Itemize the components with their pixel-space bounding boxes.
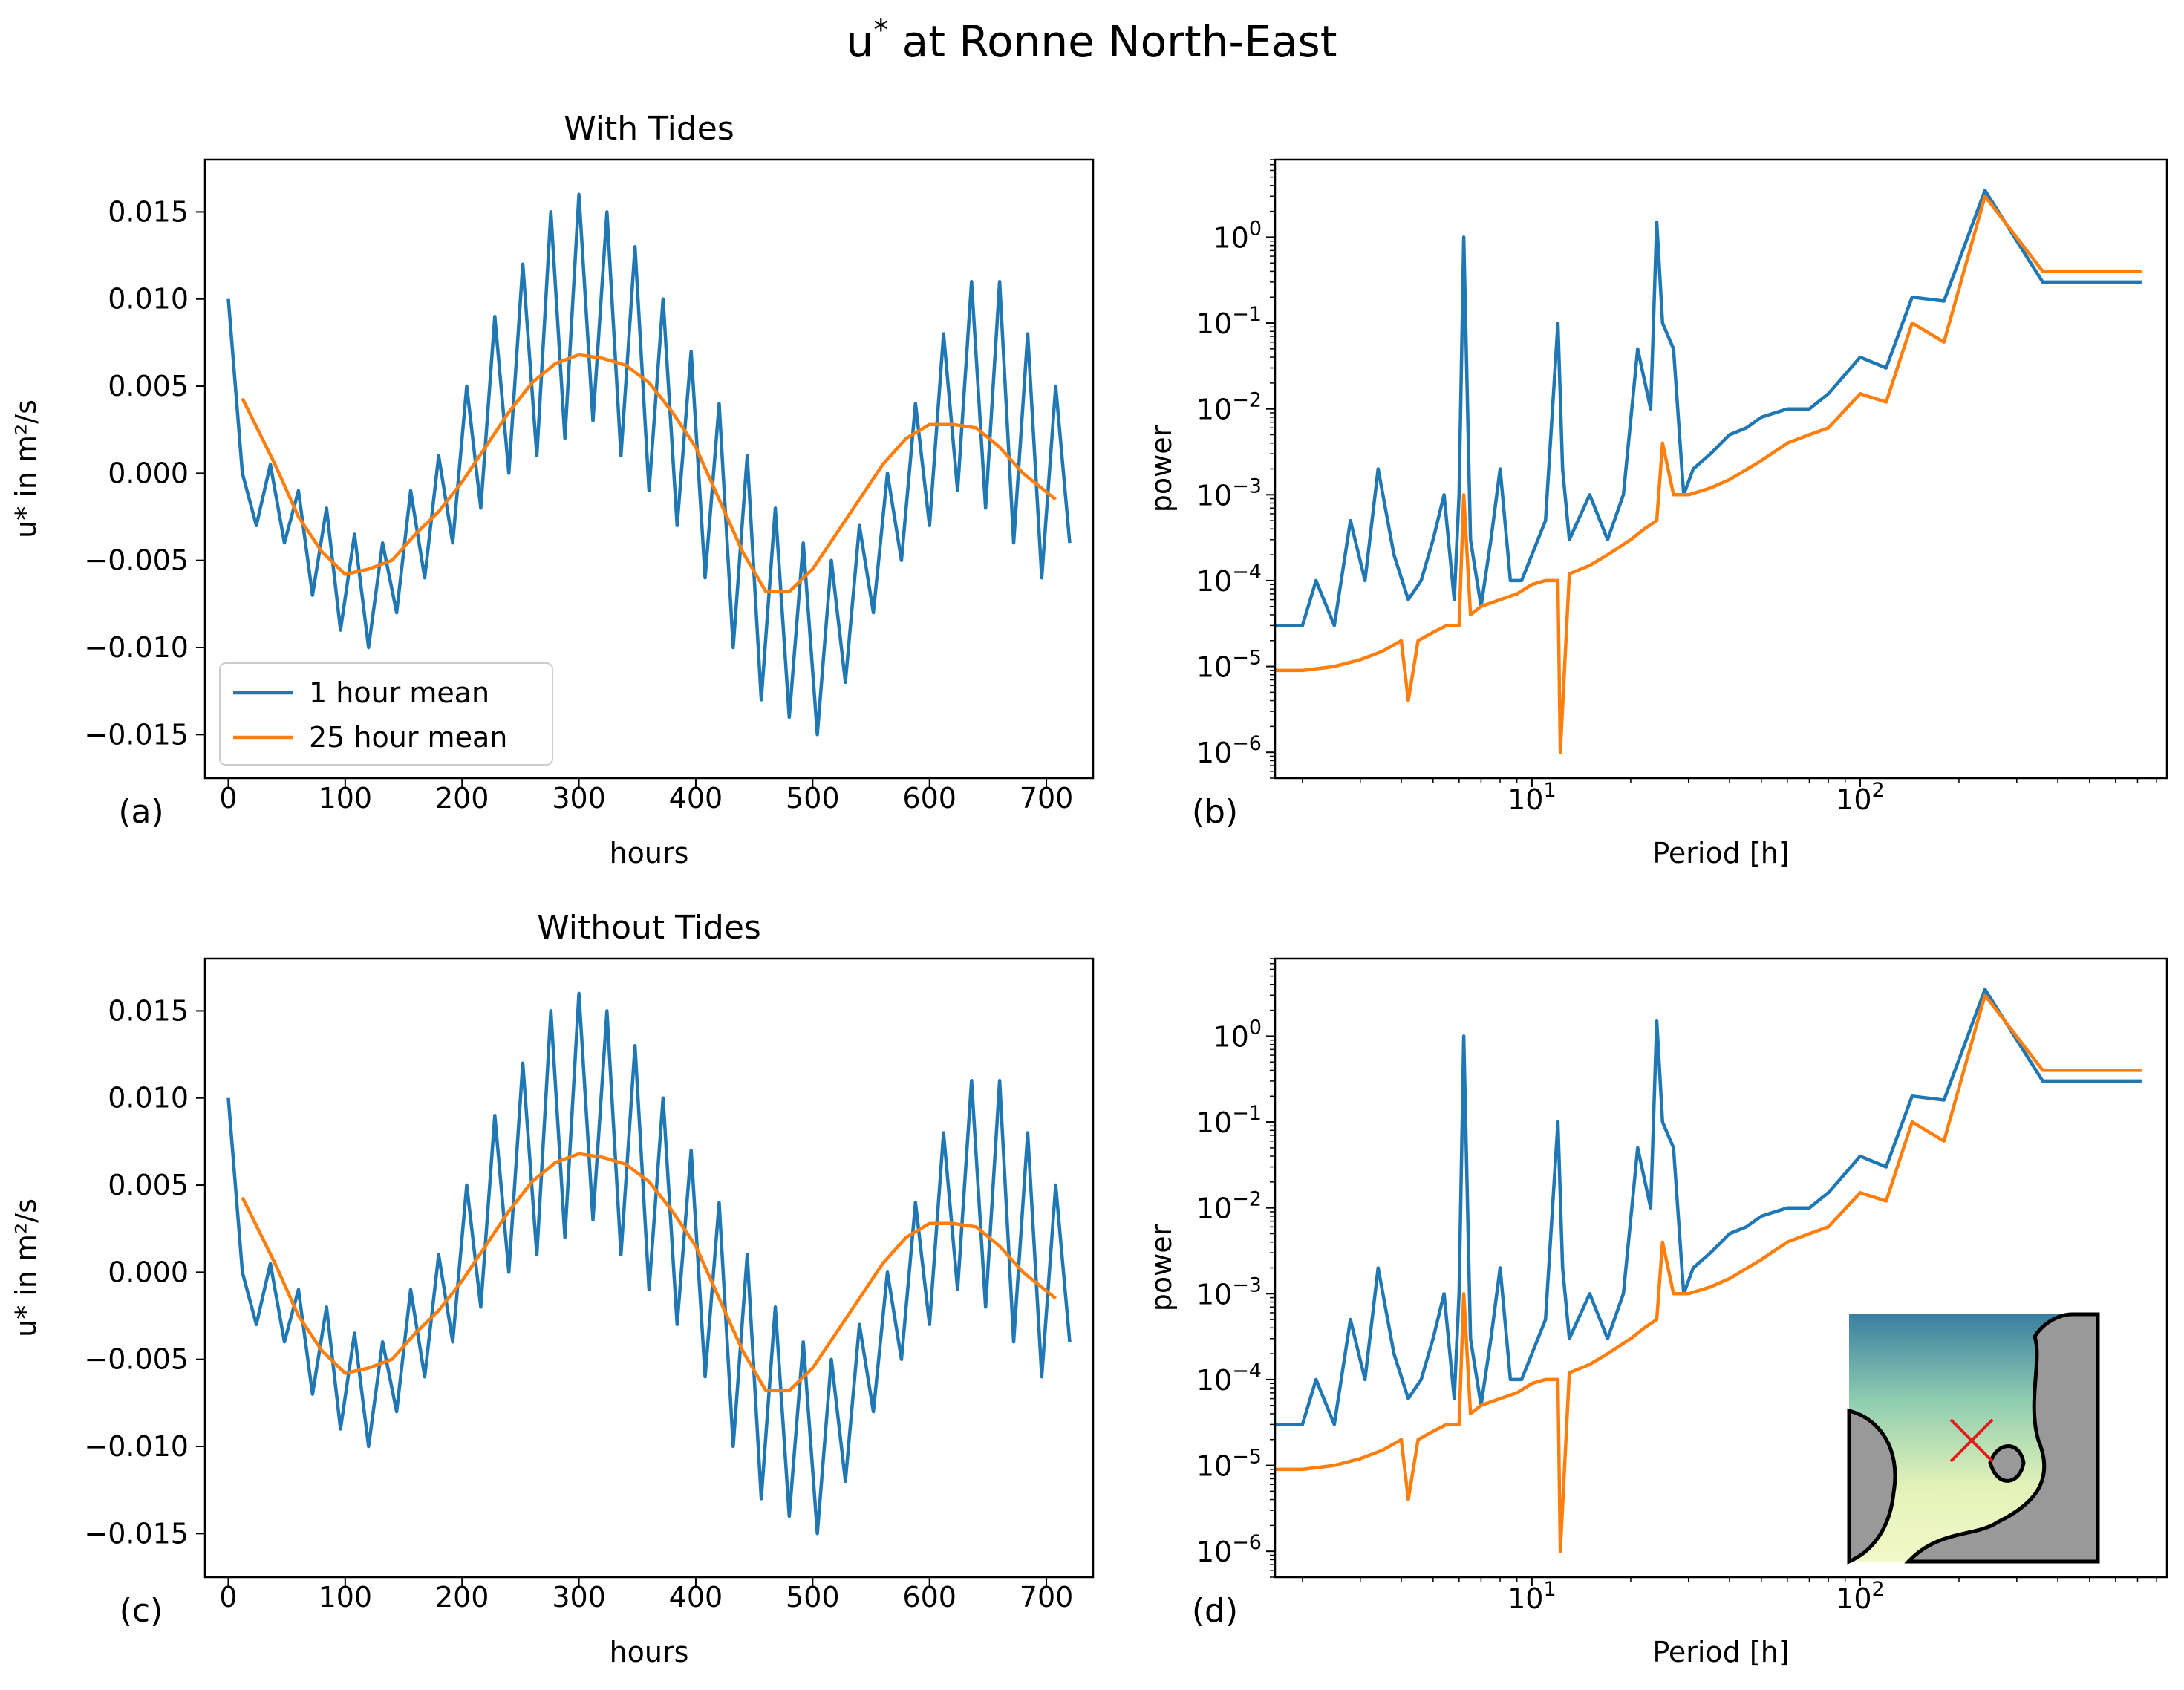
- y-tick-label: 0.000: [108, 1256, 189, 1288]
- figure-title: u* at Ronne North-East: [846, 13, 1337, 67]
- series-line-one-hour: [1275, 988, 2142, 1426]
- x-tick-label: 0: [219, 1581, 237, 1614]
- plot-frame: [1274, 957, 2168, 1579]
- y-tick-label: 0.000: [108, 457, 189, 489]
- x-tick-label: 100: [319, 782, 373, 815]
- legend: 1 hour mean 25 hour mean: [219, 662, 553, 766]
- y-tick-label: 10−2: [1196, 1188, 1262, 1225]
- x-tick-label: 500: [786, 782, 840, 815]
- inset-land-east: [1904, 1312, 2100, 1564]
- panel-b: 101 102 100 10−1 10−2 10−3 10−4 10−5 10−6 Period …: [1145, 158, 2168, 870]
- plot-frame: [203, 957, 1095, 1579]
- x-axis-label: hours: [610, 1636, 689, 1668]
- y-tick-label: −0.015: [84, 718, 189, 751]
- legend-frame: [219, 662, 553, 766]
- y-tick-label: 10−1: [1196, 1102, 1262, 1139]
- y-tick-label: 10−4: [1196, 561, 1262, 598]
- y-tick-label: −0.010: [84, 631, 189, 664]
- series-line-twentyfive-hour: [241, 1152, 1057, 1393]
- x-tick-label: 200: [435, 1581, 489, 1614]
- series-line-one-hour: [226, 991, 1072, 1536]
- y-tick-label: 10−3: [1196, 474, 1262, 512]
- y-axis-label: power: [1145, 425, 1178, 512]
- y-tick-label: 0.015: [108, 195, 189, 228]
- panel-title: With Tides: [564, 110, 734, 148]
- y-axis-label: power: [1145, 1224, 1178, 1311]
- x-tick-label: 700: [1020, 782, 1074, 815]
- y-tick-label: 10−2: [1196, 389, 1262, 426]
- y-axis-label: u* in m²/s: [10, 399, 42, 538]
- panel-a: With Tides 0 100 200 300 400 500 600 700 −0.015 −0…: [10, 110, 1095, 870]
- y-tick-label: −0.010: [84, 1430, 189, 1463]
- x-tick-label: 300: [552, 782, 606, 815]
- y-tick-label: 0.005: [108, 1169, 189, 1201]
- panel-label: (b): [1192, 793, 1238, 831]
- panel-label: (c): [120, 1592, 163, 1630]
- inset-island: [1988, 1444, 2026, 1483]
- x-tick-label: 300: [552, 1581, 606, 1614]
- x-tick-label: 400: [669, 782, 723, 815]
- y-tick-label: −0.015: [84, 1517, 189, 1550]
- y-tick-label: 0.010: [108, 1082, 189, 1115]
- y-tick-label: 0.010: [108, 283, 189, 316]
- x-tick-label: 100: [319, 1581, 373, 1614]
- y-tick-label: 10−4: [1196, 1360, 1262, 1397]
- series-line-one-hour: [1275, 189, 2142, 627]
- x-tick-label: 101: [1507, 779, 1556, 816]
- panel-d: 101 102 100 10−1 10−2 10−3 10−4 10−5 10−6 Period …: [1145, 957, 2168, 1668]
- x-axis-label: Period [h]: [1652, 1636, 1789, 1668]
- inset-map: [1847, 1312, 2100, 1565]
- y-tick-label: −0.005: [84, 544, 189, 577]
- x-tick-label: 200: [435, 782, 489, 815]
- y-tick-label: 10−3: [1196, 1273, 1262, 1311]
- x-tick-label: 600: [902, 1581, 956, 1614]
- x-tick-label: 102: [1836, 1578, 1885, 1615]
- y-tick-label: 100: [1213, 217, 1262, 254]
- panel-title: Without Tides: [537, 909, 761, 947]
- x-tick-label: 600: [902, 782, 956, 815]
- x-tick-label: 101: [1507, 1578, 1556, 1615]
- x-axis-label: hours: [610, 837, 689, 870]
- y-axis-label: u* in m²/s: [10, 1198, 42, 1337]
- inset-land-west: [1847, 1408, 1897, 1565]
- panel-c: Without Tides 0 100 200 300 400 500 600 700 −0.01…: [10, 909, 1095, 1668]
- y-tick-label: 0.005: [108, 370, 189, 402]
- x-tick-label: 102: [1836, 779, 1885, 816]
- y-tick-label: 10−5: [1196, 647, 1262, 684]
- y-tick-label: 10−5: [1196, 1446, 1262, 1483]
- y-tick-label: 100: [1213, 1016, 1262, 1053]
- y-tick-label: 10−6: [1196, 732, 1262, 769]
- y-tick-label: 10−1: [1196, 303, 1262, 340]
- series-line-twentyfive-hour: [1275, 994, 2142, 1553]
- x-tick-label: 500: [786, 1581, 840, 1614]
- y-tick-label: 0.015: [108, 994, 189, 1027]
- x-tick-label: 400: [669, 1581, 723, 1614]
- x-axis-label: Period [h]: [1652, 837, 1789, 870]
- x-tick-label: 700: [1020, 1581, 1074, 1614]
- series-line-twentyfive-hour: [1275, 195, 2142, 754]
- plot-frame: [1274, 158, 2168, 780]
- x-tick-label: 0: [219, 782, 237, 815]
- panel-label: (a): [118, 793, 163, 831]
- location-marker: [1949, 1418, 1994, 1463]
- plot-frame: [203, 158, 1095, 780]
- legend-label-twentyfive-hour: 25 hour mean: [309, 721, 507, 754]
- y-tick-label: 10−6: [1196, 1531, 1262, 1568]
- panel-label: (d): [1192, 1592, 1238, 1630]
- legend-label-one-hour: 1 hour mean: [309, 676, 489, 709]
- y-tick-label: −0.005: [84, 1343, 189, 1376]
- series-line-one-hour: [226, 192, 1072, 737]
- series-line-twentyfive-hour: [241, 353, 1057, 594]
